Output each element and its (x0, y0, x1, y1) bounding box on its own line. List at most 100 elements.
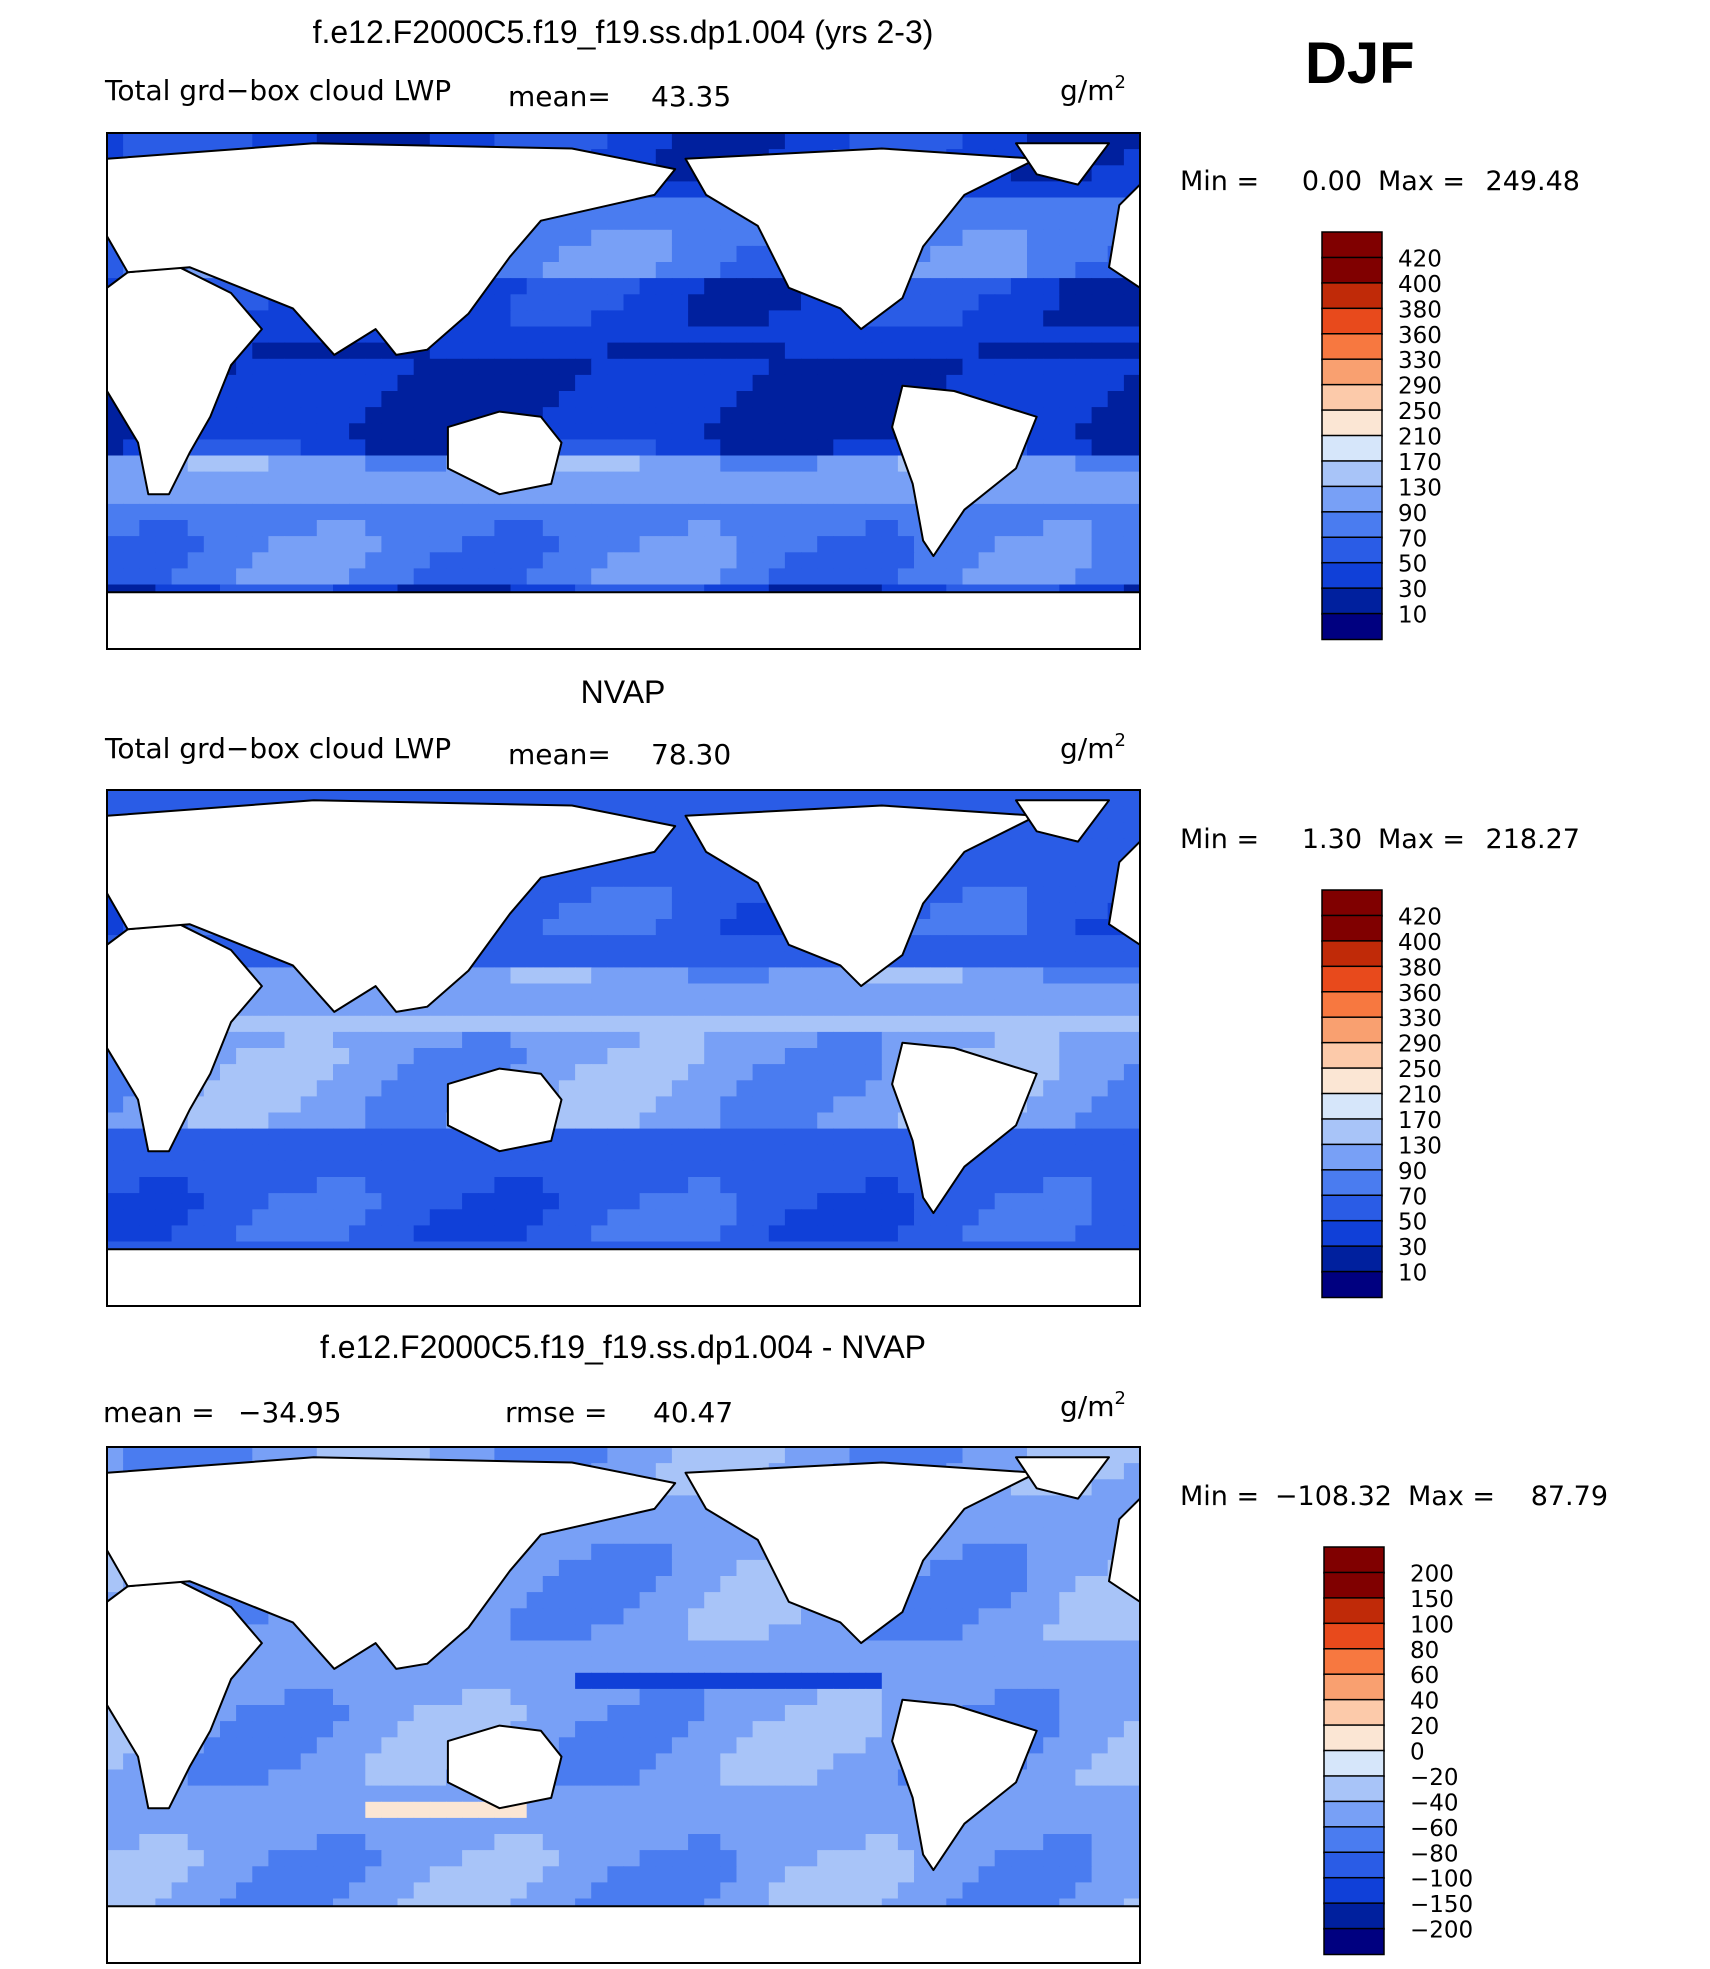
field-cell (1107, 455, 1125, 473)
field-cell (591, 407, 608, 424)
field-cell (1027, 1193, 1044, 1210)
field-cell (881, 391, 899, 408)
field-cell (462, 983, 479, 1001)
field-cell (962, 1031, 980, 1049)
field-cell (575, 1624, 592, 1642)
field-cell (1059, 1592, 1076, 1609)
field-cell (429, 1209, 447, 1226)
min-value: 1.30 (1302, 824, 1362, 855)
field-cell (1107, 487, 1125, 505)
field-cell (526, 1015, 544, 1033)
field-cell (1059, 1096, 1076, 1114)
field-cell (542, 536, 560, 553)
field-cell (155, 552, 173, 569)
field-cell (688, 886, 705, 904)
field-cell (704, 951, 721, 968)
field-cell (1107, 1080, 1125, 1097)
field-cell (639, 149, 657, 166)
field-cell (1027, 1576, 1044, 1593)
field-cell (220, 503, 237, 521)
field-cell (720, 1527, 737, 1545)
field-cell (284, 374, 302, 392)
field-cell (897, 1193, 915, 1210)
field-cell (768, 999, 786, 1017)
field-cell (252, 407, 269, 424)
field-cell (1027, 229, 1044, 247)
field-cell (688, 1624, 705, 1642)
colorbar-swatch (1321, 1245, 1383, 1273)
field-cell (252, 520, 269, 537)
field-cell (107, 439, 124, 457)
field-cell (978, 935, 996, 952)
field-cell (688, 229, 705, 247)
field-cell (107, 1225, 124, 1243)
field-cell (994, 536, 1012, 553)
colorbar-tick-label: 380 (1398, 297, 1442, 323)
field-cell (365, 503, 382, 521)
field-cell (784, 983, 802, 1001)
colorbar-tick-label: 400 (1398, 272, 1442, 298)
field-cell (462, 1015, 479, 1033)
field-cell (1107, 165, 1125, 182)
field-cell (203, 1225, 221, 1243)
field-cell (688, 487, 705, 505)
field-cell (526, 1559, 544, 1577)
field-cell (655, 326, 673, 344)
field-cell (1075, 262, 1093, 279)
field-cell (607, 133, 625, 150)
field-cell (655, 229, 673, 247)
field-cell (300, 1225, 318, 1243)
field-cell (1091, 1144, 1109, 1162)
field-cell (768, 439, 786, 457)
field-cell (736, 935, 754, 952)
field-cell (768, 133, 786, 150)
field-cell (510, 999, 528, 1017)
field-cell (655, 1576, 673, 1593)
field-cell (1059, 1177, 1076, 1194)
field-cell (1123, 326, 1140, 344)
field-cell (462, 342, 479, 360)
field-cell (575, 423, 592, 440)
field-cell (1043, 245, 1060, 263)
field-cell (316, 1048, 334, 1065)
field-cell (897, 568, 915, 586)
field-cell (817, 374, 834, 392)
field-cell (1043, 1031, 1060, 1049)
field-cell (333, 374, 350, 392)
field-cell (946, 886, 963, 904)
field-cell (316, 1064, 334, 1081)
field-cell (801, 1160, 818, 1178)
field-cell (1123, 967, 1140, 985)
field-cell (752, 983, 770, 1001)
field-cell (930, 245, 947, 263)
field-cell (252, 471, 269, 489)
field-cell (462, 374, 479, 392)
field-cell (365, 423, 382, 440)
field-cell (236, 552, 253, 569)
field-cell (591, 423, 608, 440)
field-cell (752, 342, 770, 360)
field-cell (736, 520, 754, 537)
field-cell (381, 358, 399, 376)
field-cell (671, 935, 689, 952)
field-cell (817, 503, 834, 521)
field-cell (397, 520, 415, 537)
field-cell (623, 294, 641, 311)
field-cell (688, 245, 705, 263)
field-cell (914, 278, 931, 295)
field-cell (1075, 1209, 1093, 1226)
field-cell (1059, 1112, 1076, 1130)
colorbar-tick-label: 330 (1398, 1006, 1442, 1032)
field-cell (252, 1447, 269, 1464)
field-cell (623, 310, 641, 328)
field-cell (704, 455, 721, 473)
field-cell (429, 1177, 447, 1194)
field-cell (1107, 358, 1125, 376)
map-frame (106, 132, 1141, 650)
field-cell (575, 1048, 592, 1065)
field-cell (1091, 487, 1109, 505)
field-cell (1091, 1160, 1109, 1178)
field-cell (1123, 1048, 1140, 1065)
field-cell (704, 133, 721, 150)
